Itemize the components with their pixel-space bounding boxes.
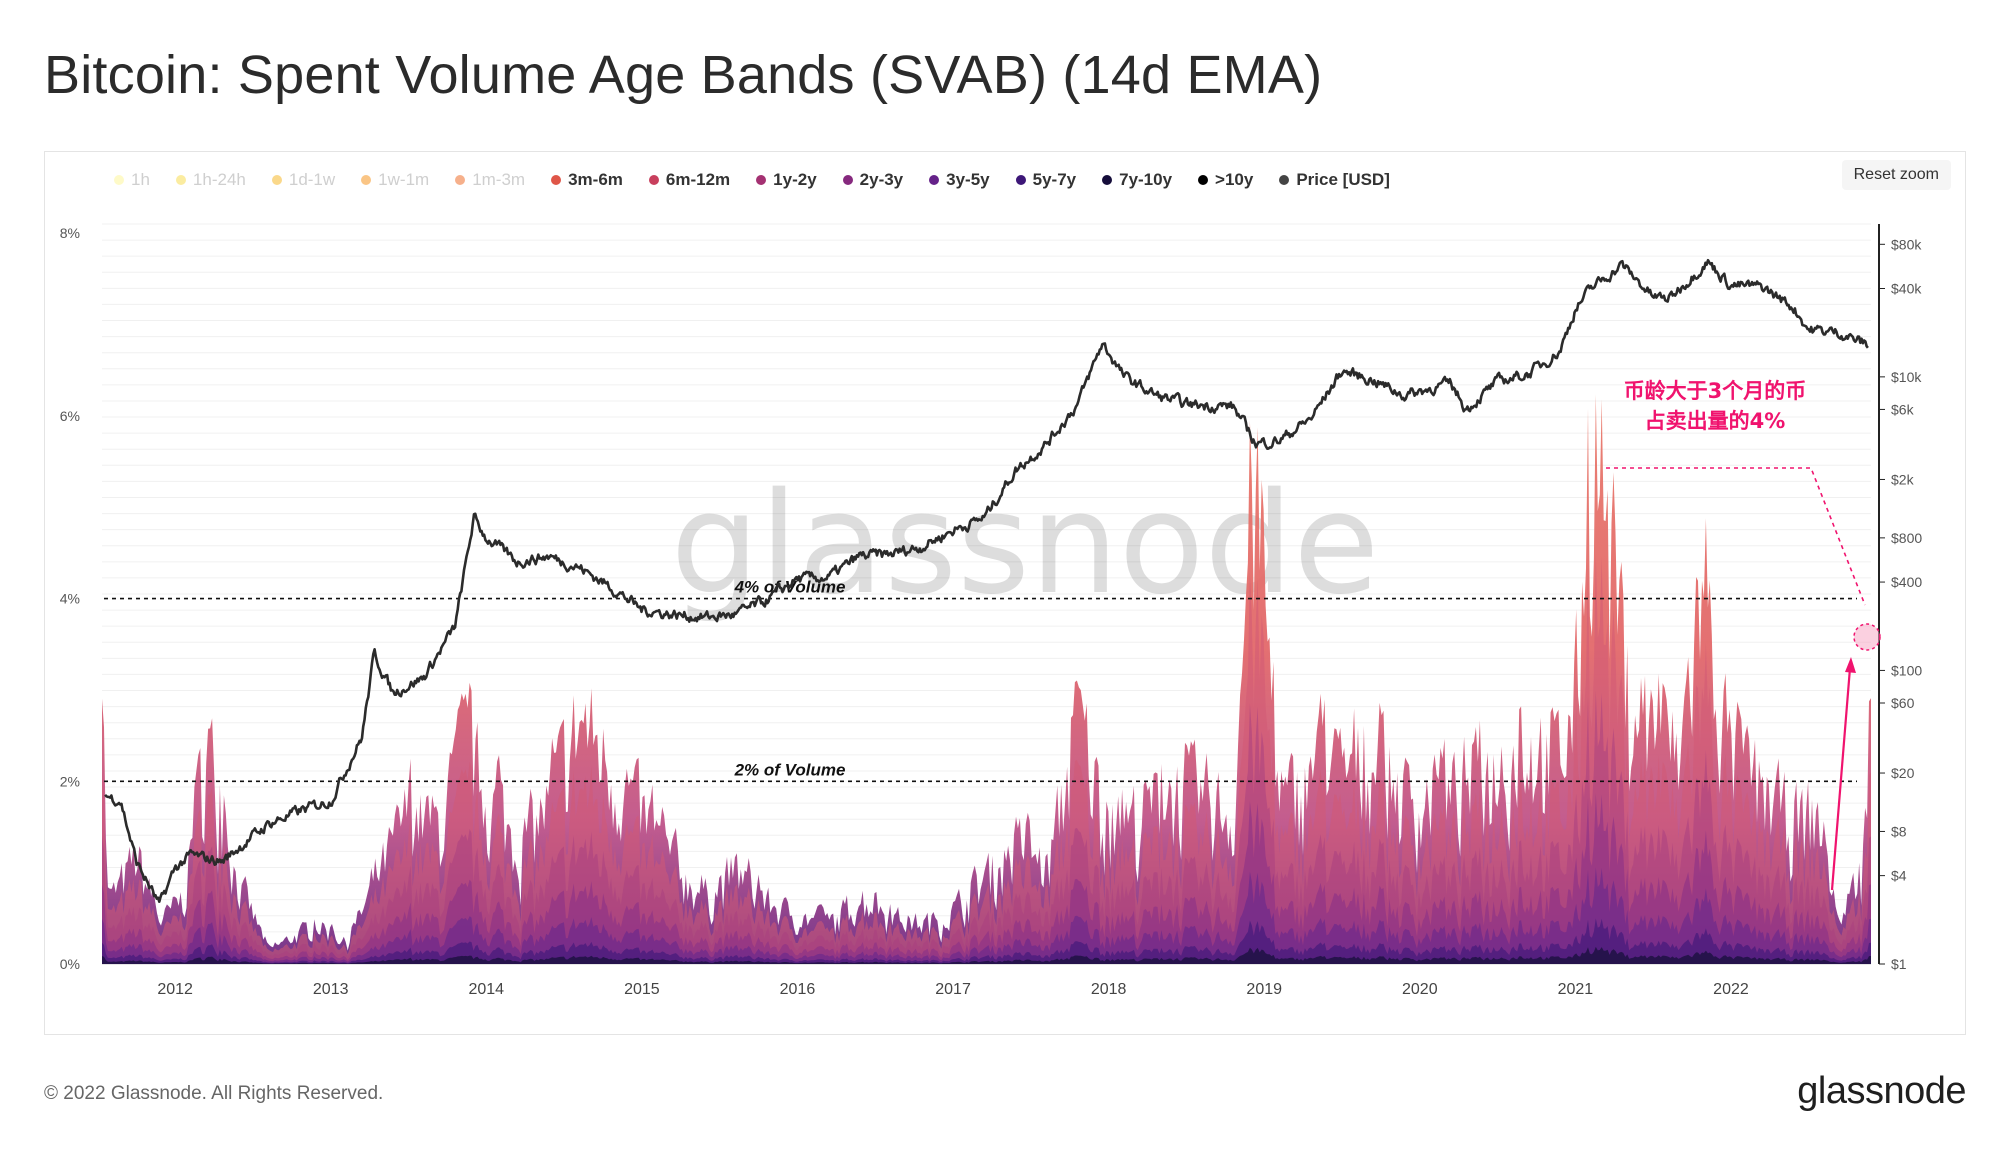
legend-item-11[interactable]: 7y-10y [1102,170,1172,190]
legend-label: 7y-10y [1119,170,1173,189]
x-tick-label: 2021 [1558,981,1594,998]
x-tick-label: 2012 [157,981,193,998]
annotation-leader-line [1606,467,1866,606]
legend-dot-icon [929,175,940,185]
y-right-tick-label: $800 [1891,530,1922,546]
band-6m-12m [102,553,1871,964]
annotation-line-1: 币龄大于3个月的币 [1624,379,1807,403]
legend-item-5[interactable]: 3m-6m [551,170,623,190]
legend-item-4[interactable]: 1m-3m [455,170,525,190]
y-axis-right: $1 $4 $8 $20 $60 $100 $400 $800 $2k $6k $10k $40k $8… [1879,236,1922,972]
y-axis-left: 0% 2% 4% 6% 8% [60,225,80,972]
annotation-line-2: 占卖出量的4% [1645,409,1786,433]
y-right-tick-label: $2k [1891,471,1915,487]
legend-label: 1w-1m [378,170,430,189]
legend-dot-icon [455,175,466,185]
glassnode-logo[interactable]: glassnode [1797,1070,1966,1112]
legend-label: 3m-6m [568,170,623,189]
legend-dot-icon [1279,175,1290,185]
reference-line-label: 2% of Volume [734,760,846,779]
y-right-tick-label: $10k [1891,369,1922,385]
chart-svg: 0% 2% 4% 6% 8% $1 $4 $8 $20 $60 $100 $400 $800 $2k $6k… [60,223,1922,998]
x-tick-label: 2016 [780,981,816,998]
y-tick-label: 6% [60,408,80,424]
annotation-arrow-line [1830,667,1852,891]
legend-dot-icon [1198,175,1209,185]
y-right-tick-label: $8 [1891,823,1907,839]
page-title: Bitcoin: Spent Volume Age Bands (SVAB) (… [44,45,1323,105]
legend-dot-icon [842,175,853,185]
y-tick-label: 4% [60,591,80,607]
legend-dot-icon [175,175,186,185]
legend-item-9[interactable]: 3y-5y [929,170,990,190]
legend-item-2[interactable]: 1d-1w [271,170,336,190]
legend-item-1[interactable]: 1h-24h [175,170,246,190]
chart-legend: 1h 1h-24h 1d-1w 1w-1m 1m-3m 3m-6m 6m-12m 1y-2y 2… [114,166,1416,194]
legend-label: 1d-1w [288,170,336,189]
y-right-tick-label: $4 [1891,868,1907,884]
legend-dot-icon [1015,175,1026,185]
legend-label: >10y [1215,170,1254,189]
band-3m-6m [102,394,1871,964]
legend-item-3[interactable]: 1w-1m [361,170,429,190]
x-tick-label: 2014 [468,981,504,998]
legend-label: 3y-5y [946,170,990,189]
legend-item-8[interactable]: 2y-3y [842,170,904,190]
legend-dot-icon [1102,175,1113,185]
x-tick-label: 2015 [624,981,660,998]
x-tick-label: 2019 [1246,981,1282,998]
y-right-tick-label: $6k [1891,401,1915,417]
legend-label: 1y-2y [773,170,817,189]
legend-dot-icon [271,175,282,185]
legend-label: 6m-12m [665,170,731,189]
legend-label: 1m-3m [472,170,526,189]
band-1y-2y [102,690,1871,964]
y-tick-label: 2% [60,773,80,789]
copyright-text: © 2022 Glassnode. All Rights Reserved. [44,1083,384,1104]
legend-label: 2y-3y [859,170,904,189]
legend-label: Price [USD] [1296,170,1390,189]
band-7y-10y [102,946,1871,964]
legend-item-7[interactable]: 1y-2y [756,170,817,190]
x-tick-label: 2022 [1713,981,1749,998]
legend-dot-icon [551,175,562,185]
annotation-marker [1853,623,1881,651]
y-right-tick-label: $20 [1891,765,1915,781]
legend-item-10[interactable]: 5y-7y [1015,170,1077,190]
legend-item-0[interactable]: 1h [114,170,150,190]
price-line [104,258,1869,903]
legend-dot-icon [361,175,372,185]
legend-label: 5y-7y [1032,170,1077,189]
legend-item-6[interactable]: 6m-12m [648,170,731,190]
y-right-tick-label: $60 [1891,695,1915,711]
y-right-tick-label: $80k [1891,236,1922,252]
legend-item-12[interactable]: >10y [1198,170,1253,190]
y-tick-label: 0% [60,956,80,972]
legend-dot-icon [756,175,767,185]
band-areas [102,394,1871,964]
annotation-arrow-head-icon [1845,657,1856,673]
band-5y-7y [102,918,1871,964]
chart-frame: 0% 2% 4% 6% 8% $1 $4 $8 $20 $60 $100 $400 $800 $2k $6k… [44,151,1966,1035]
reset-zoom-button[interactable]: Reset zoom [1841,160,1951,190]
x-tick-label: 2017 [935,981,971,998]
legend-label: 1h [131,170,150,189]
legend-label: 1h-24h [192,170,246,189]
watermark-text: glassnode [671,463,1380,626]
x-tick-label: 2020 [1402,981,1438,998]
legend-dot-icon [114,175,124,185]
band-3y-5y [102,867,1871,964]
band-2y-3y [102,793,1871,964]
legend-dot-icon [648,175,659,185]
legend-item-13[interactable]: Price [USD] [1279,170,1390,190]
x-axis: 2012 2013 2014 2015 2016 2017 2018 2019 2020 2021… [102,963,1871,998]
y-tick-label: 8% [60,225,80,241]
x-tick-label: 2013 [313,981,349,998]
y-right-tick-label: $1 [1891,956,1907,972]
y-right-tick-label: $100 [1891,662,1922,678]
y-right-tick-label: $400 [1891,574,1922,590]
x-tick-label: 2018 [1091,981,1127,998]
y-right-tick-label: $40k [1891,280,1922,296]
